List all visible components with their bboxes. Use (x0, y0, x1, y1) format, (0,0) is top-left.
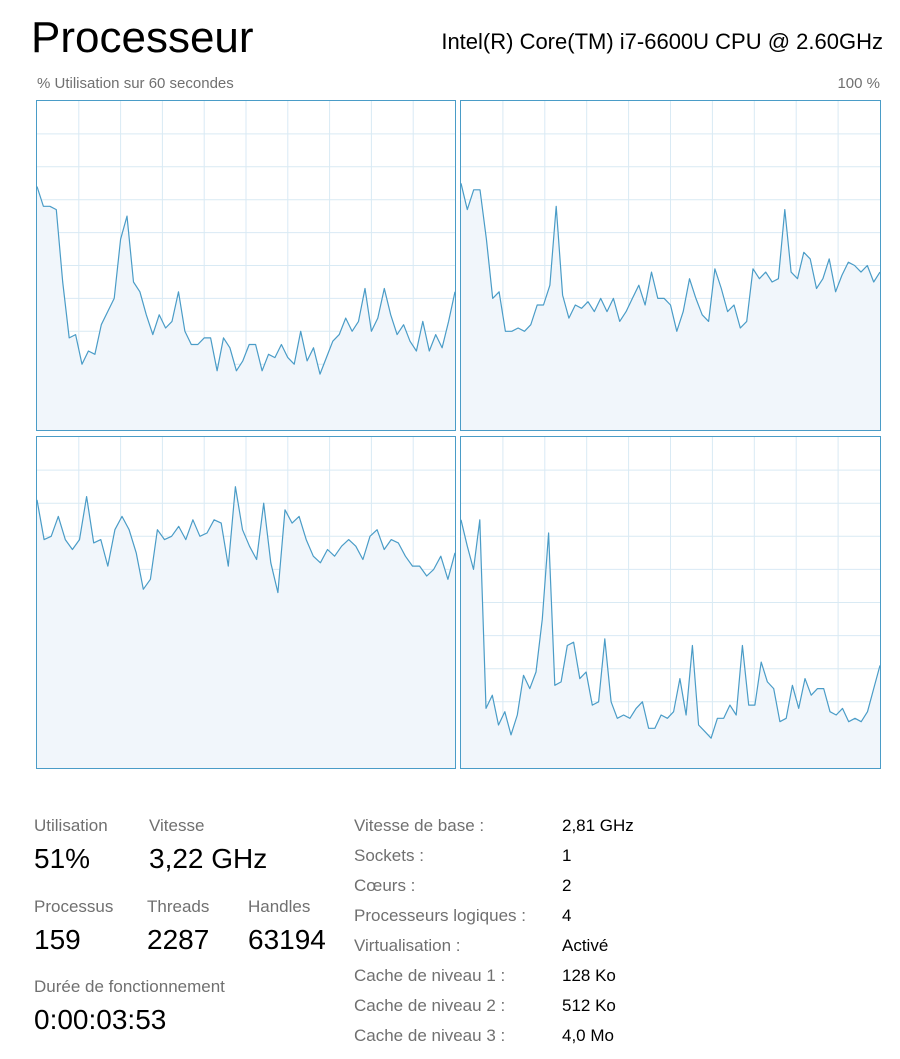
core-2-utilization-graph (36, 436, 456, 769)
virtualization-label: Virtualisation : (354, 936, 461, 955)
cpu-model-name: Intel(R) Core(TM) i7-6600U CPU @ 2.60GHz (441, 29, 883, 54)
logical-processors-value: 4 (562, 906, 572, 925)
utilization-area (37, 486, 455, 768)
l3-cache-value: 4,0 Mo (562, 1026, 614, 1045)
handles-value: 63194 (248, 924, 326, 955)
l2-cache-value: 512 Ko (562, 996, 616, 1015)
l2-cache-label: Cache de niveau 2 : (354, 996, 506, 1015)
l3-cache-label: Cache de niveau 3 : (354, 1026, 506, 1045)
utilization-line (460, 519, 881, 739)
virtualization-value: Activé (562, 936, 609, 955)
base-speed-value: 2,81 GHz (562, 816, 634, 835)
cores-value: 2 (562, 876, 572, 895)
utilization-area (37, 186, 455, 430)
l1-cache-value: 128 Ko (562, 966, 616, 985)
graph-border (36, 100, 456, 431)
utilization-area (461, 519, 880, 768)
utilization-line (36, 486, 456, 594)
processus-value: 159 (34, 924, 81, 955)
page-title: Processeur (31, 13, 254, 62)
utilisation-label: Utilisation (34, 816, 108, 835)
base-speed-label: Vitesse de base : (354, 816, 485, 835)
threads-label: Threads (147, 897, 210, 916)
vitesse-label: Vitesse (149, 816, 205, 835)
logical-processors-label: Processeurs logiques : (354, 906, 526, 925)
sockets-label: Sockets : (354, 846, 424, 865)
cores-label: Cœurs : (354, 876, 416, 895)
utilization-line (36, 186, 456, 375)
utilisation-value: 51% (34, 843, 91, 874)
core-3-utilization-graph (460, 436, 881, 769)
threads-value: 2287 (147, 924, 210, 955)
uptime-label: Durée de fonctionnement (34, 977, 225, 996)
utilization-line (460, 183, 881, 332)
vitesse-value: 3,22 GHz (149, 843, 268, 874)
graph-time-axis-label: % Utilisation sur 60 secondes (37, 75, 234, 92)
graph-max-axis-label: 100 % (837, 75, 880, 92)
graph-border (460, 100, 881, 431)
core-1-utilization-graph (460, 100, 881, 431)
sockets-value: 1 (562, 846, 572, 865)
handles-label: Handles (248, 897, 311, 916)
uptime-value: 0:00:03:53 (34, 1004, 167, 1035)
graph-border (36, 436, 456, 769)
graph-border (460, 436, 881, 769)
core-0-utilization-graph (36, 100, 456, 431)
l1-cache-label: Cache de niveau 1 : (354, 966, 506, 985)
processus-label: Processus (34, 897, 114, 916)
